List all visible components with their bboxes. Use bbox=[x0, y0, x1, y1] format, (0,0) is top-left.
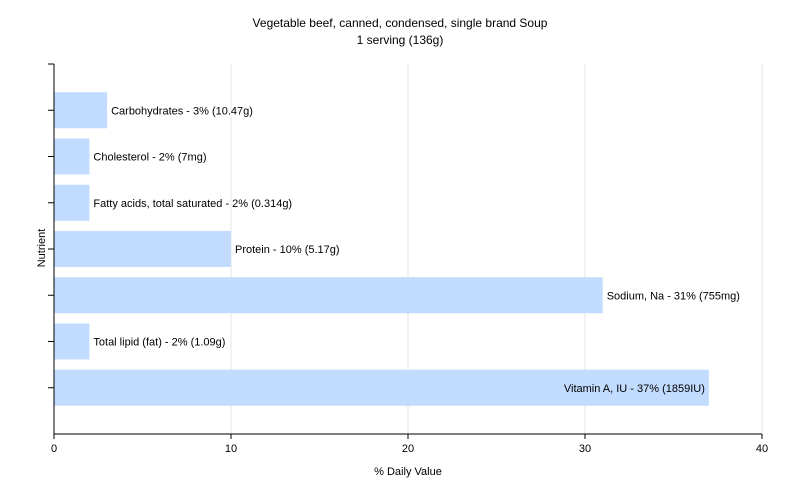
x-tick-label: 0 bbox=[51, 443, 57, 455]
bar bbox=[54, 138, 90, 175]
bar bbox=[54, 92, 108, 129]
chart-subtitle: 1 serving (136g) bbox=[356, 33, 444, 47]
bar bbox=[54, 277, 603, 314]
x-tick-label: 40 bbox=[756, 443, 768, 455]
x-tick-label: 30 bbox=[579, 443, 591, 455]
x-axis-label: % Daily Value bbox=[374, 466, 442, 478]
bar-value-label: Sodium, Na - 31% (755mg) bbox=[607, 290, 740, 302]
chart-title: Vegetable beef, canned, condensed, singl… bbox=[252, 16, 548, 30]
bar-value-label: Carbohydrates - 3% (10.47g) bbox=[111, 105, 253, 117]
bar bbox=[54, 323, 90, 360]
x-tick-label: 20 bbox=[402, 443, 414, 455]
bar-value-label: Protein - 10% (5.17g) bbox=[235, 244, 340, 256]
bar-value-label: Fatty acids, total saturated - 2% (0.314… bbox=[93, 198, 292, 210]
bar-value-label: Cholesterol - 2% (7mg) bbox=[93, 152, 206, 164]
bar bbox=[54, 184, 90, 221]
bar bbox=[54, 369, 709, 406]
bar-value-label: Vitamin A, IU - 37% (1859IU) bbox=[564, 383, 705, 395]
x-tick-label: 10 bbox=[225, 443, 237, 455]
bar-value-label: Total lipid (fat) - 2% (1.09g) bbox=[93, 337, 225, 349]
y-axis-label: Nutrient bbox=[36, 228, 48, 268]
bar bbox=[54, 231, 231, 267]
